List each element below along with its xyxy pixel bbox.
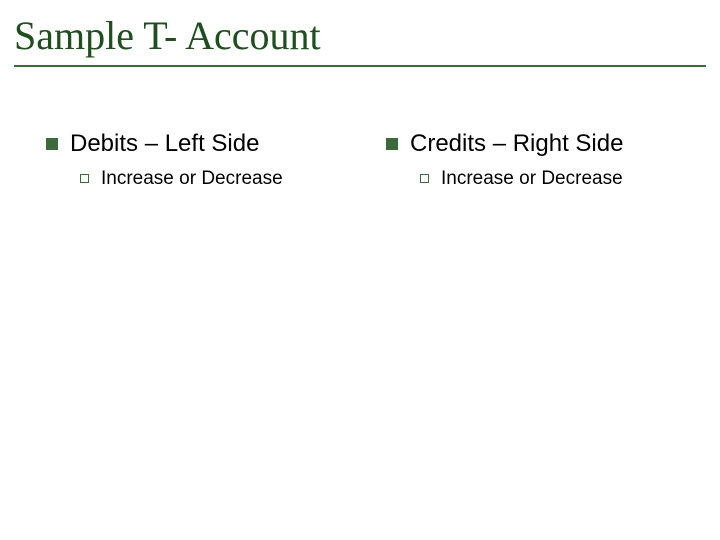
hollow-square-bullet-icon (80, 174, 89, 183)
square-bullet-icon (46, 138, 58, 150)
slide: Sample T- Account Debits – Left Side Inc… (0, 0, 720, 540)
bullet-level1: Credits – Right Side (386, 130, 690, 158)
right-heading: Credits – Right Side (410, 130, 623, 158)
bullet-level2: Increase or Decrease (420, 168, 690, 190)
square-bullet-icon (386, 138, 398, 150)
bullet-level2: Increase or Decrease (80, 168, 350, 190)
bullet-level1: Debits – Left Side (46, 130, 350, 158)
right-column: Credits – Right Side Increase or Decreas… (360, 130, 700, 190)
left-column: Debits – Left Side Increase or Decrease (20, 130, 360, 190)
hollow-square-bullet-icon (420, 174, 429, 183)
left-heading: Debits – Left Side (70, 130, 259, 158)
content-columns: Debits – Left Side Increase or Decrease … (20, 130, 700, 190)
slide-title: Sample T- Account (14, 12, 706, 59)
title-underline (14, 65, 706, 67)
left-subitem-0: Increase or Decrease (101, 168, 283, 190)
title-area: Sample T- Account (14, 12, 706, 67)
right-subitem-0: Increase or Decrease (441, 168, 623, 190)
